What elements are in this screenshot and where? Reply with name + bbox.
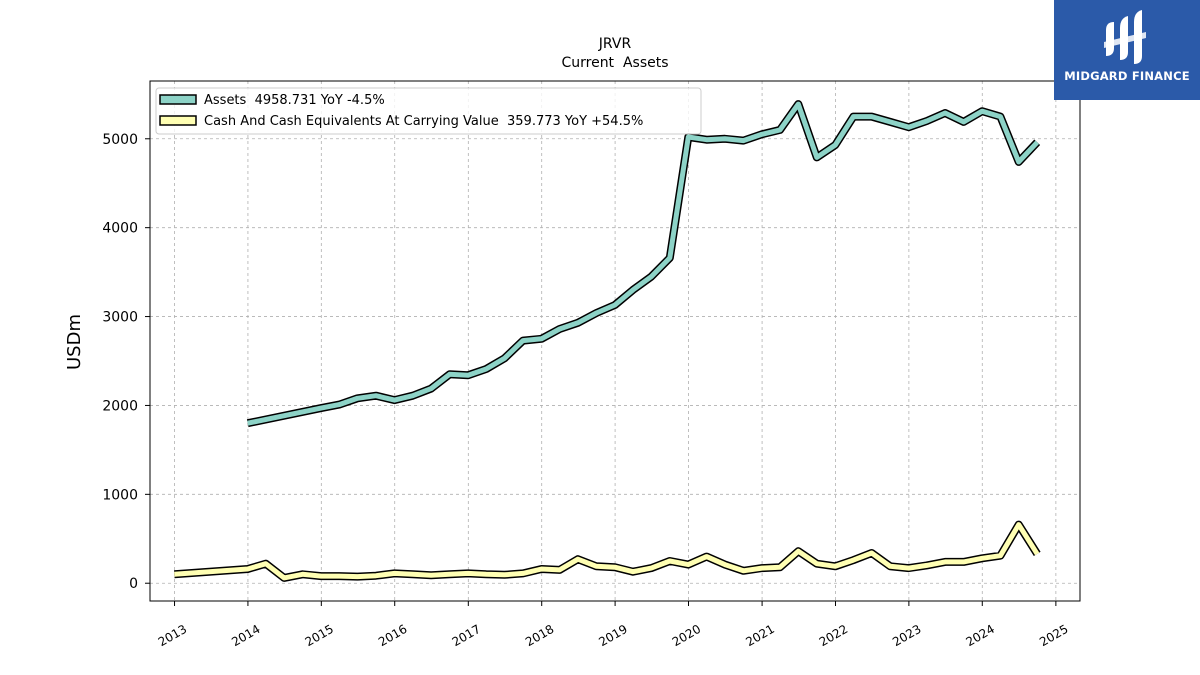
legend-label-assets: Assets 4958.731 YoY -4.5% [204, 93, 385, 108]
x-tick-label: 2014 [229, 622, 262, 649]
x-tick-label: 2018 [523, 622, 556, 649]
chart-subtitle: Current Assets [561, 55, 668, 71]
x-tick-label: 2020 [670, 622, 703, 649]
y-tick-label: 1000 [102, 487, 138, 503]
brand-name: MIDGARD FINANCE [1064, 69, 1190, 83]
x-tick-label: 2022 [817, 622, 850, 649]
x-tick-label: 2024 [964, 622, 997, 649]
legend: Assets 4958.731 YoY -4.5% Cash And Cash … [155, 87, 702, 135]
y-axis-label: USDm [64, 314, 85, 370]
y-tick-label: 3000 [102, 310, 138, 326]
chart-title: JRVR [598, 36, 632, 52]
x-tick-label: 2021 [743, 622, 776, 649]
legend-swatch-assets [159, 94, 197, 105]
series-lines [174, 100, 1041, 582]
x-tick-label: 2015 [303, 622, 336, 649]
series-line-0 [247, 101, 1040, 426]
brand-mark-icon [1104, 10, 1146, 64]
x-tick-label: 2019 [596, 622, 629, 649]
series-line-1 [174, 522, 1040, 581]
legend-swatch-cash [159, 115, 197, 126]
x-tick-label: 2017 [450, 622, 483, 649]
x-tick-label: 2025 [1037, 622, 1070, 649]
x-tick-label: 2013 [156, 622, 189, 649]
x-tick-label: 2016 [376, 622, 409, 649]
legend-label-cash: Cash And Cash Equivalents At Carrying Va… [204, 114, 643, 129]
y-tick-label: 5000 [102, 132, 138, 148]
x-tick-label: 2023 [890, 622, 923, 649]
y-tick-label: 4000 [102, 221, 138, 237]
brand-logo: MIDGARD FINANCE [1054, 0, 1200, 100]
legend-box [155, 87, 702, 135]
y-tick-label: 2000 [102, 398, 138, 414]
grid-lines [150, 81, 1080, 601]
series-outline-0 [246, 100, 1041, 428]
y-tick-label: 0 [129, 576, 138, 592]
